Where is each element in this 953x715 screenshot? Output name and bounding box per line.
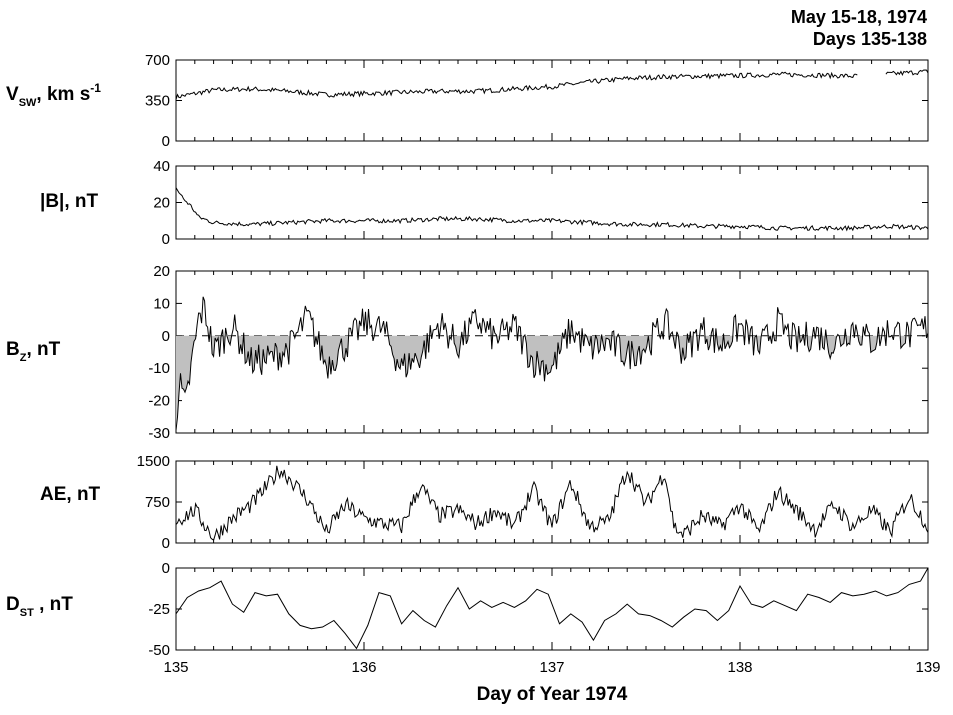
y-tick-label-ae: 0 <box>162 535 170 552</box>
panel-frame-vsw <box>175 59 929 142</box>
y-axis-label-vsw: VSW, km s-1 <box>6 81 101 109</box>
x-tick-label: 137 <box>539 659 564 676</box>
y-tick-label-dst: 0 <box>162 560 170 577</box>
series-line-vsw <box>175 69 929 100</box>
y-tick-label-dst: -50 <box>148 642 170 659</box>
y-tick-label-dst: -25 <box>148 601 170 618</box>
y-axis-label-b: |B|, nT <box>40 191 99 212</box>
y-tick-label-b: 40 <box>153 158 170 175</box>
y-tick-label-bz: 10 <box>153 295 170 312</box>
x-tick-label: 136 <box>351 659 376 676</box>
x-tick-label: 139 <box>915 659 940 676</box>
y-tick-label-vsw: 700 <box>145 52 170 69</box>
panel-frame-ae <box>175 460 929 544</box>
series-line-dst <box>175 567 929 650</box>
series-line-b <box>175 187 929 232</box>
y-tick-label-ae: 1500 <box>137 453 170 470</box>
y-tick-label-bz: 0 <box>162 328 170 345</box>
date-range-title: May 15-18, 1974 <box>790 7 927 27</box>
y-axis-label-dst: DST , nT <box>6 594 73 619</box>
series-line-ae <box>175 465 929 541</box>
bz-negative-shading <box>176 335 928 431</box>
x-axis-title: Day of Year 1974 <box>477 684 628 705</box>
x-tick-label: 138 <box>727 659 752 676</box>
y-tick-label-bz: 20 <box>153 263 170 280</box>
series-line-bz <box>175 296 929 431</box>
chart-header: May 15-18, 1974 Days 135-138 <box>791 6 927 50</box>
y-tick-label-bz: -10 <box>148 360 170 377</box>
y-axis-label-bz: BZ, nT <box>6 339 61 364</box>
y-tick-label-bz: -20 <box>148 393 170 410</box>
y-tick-label-b: 20 <box>153 195 170 212</box>
x-tick-label: 135 <box>163 659 188 676</box>
y-tick-label-vsw: 0 <box>162 133 170 150</box>
y-tick-label-b: 0 <box>162 231 170 248</box>
y-tick-label-vsw: 350 <box>145 93 170 110</box>
panel-frame-dst <box>175 567 929 651</box>
y-axis-label-ae: AE, nT <box>40 484 101 505</box>
y-tick-label-ae: 750 <box>145 494 170 511</box>
y-tick-label-bz: -30 <box>148 425 170 442</box>
day-range-subtitle: Days 135-138 <box>812 29 927 49</box>
panel-frame-b <box>175 165 929 240</box>
